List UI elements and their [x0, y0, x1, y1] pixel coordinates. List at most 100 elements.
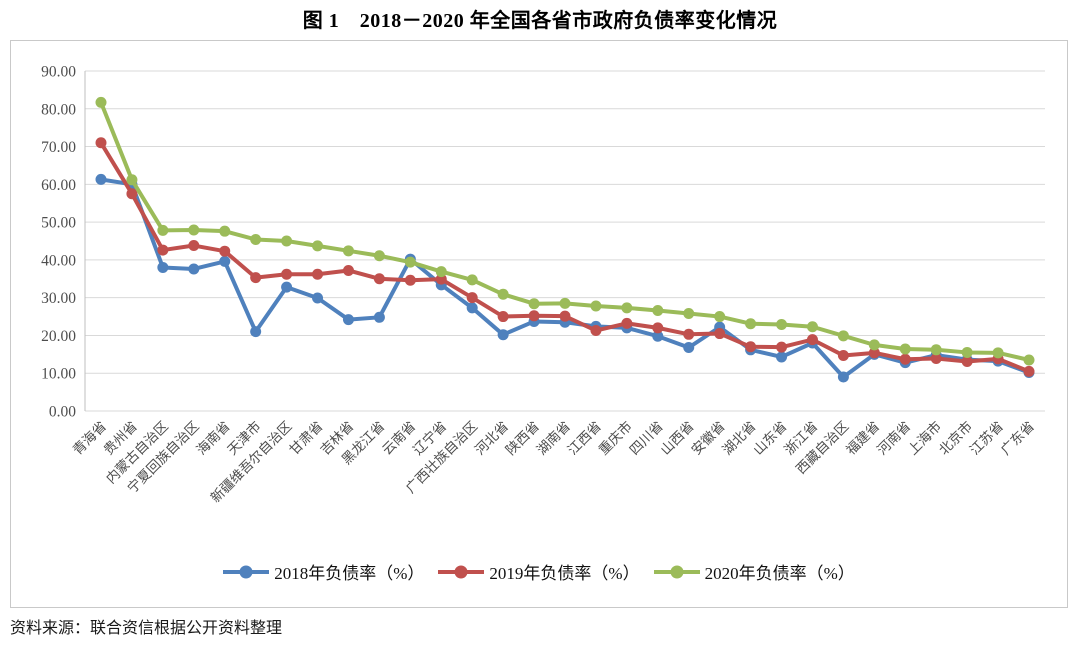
- data-point-marker: [435, 266, 447, 278]
- data-point-marker: [281, 235, 293, 247]
- data-point-marker: [219, 255, 231, 267]
- x-category-label: 江西省: [565, 419, 604, 458]
- data-point-marker: [868, 347, 880, 359]
- data-point-marker: [806, 334, 818, 346]
- data-point-marker: [342, 245, 354, 257]
- x-category-label: 云南省: [379, 419, 418, 458]
- data-point-marker: [312, 240, 324, 252]
- y-tick-label: 10.00: [41, 366, 76, 383]
- data-point-marker: [95, 137, 107, 149]
- data-point-marker: [621, 302, 633, 314]
- chart-title: 图 1 2018－2020 年全国各省市政府负债率变化情况: [302, 10, 778, 32]
- y-tick-label: 60.00: [41, 177, 76, 194]
- data-point-marker: [373, 311, 385, 323]
- data-point-marker: [219, 245, 231, 257]
- data-point-marker: [1023, 354, 1035, 366]
- data-point-marker: [776, 318, 788, 330]
- x-category-label: 四川省: [627, 419, 666, 458]
- legend-item: 2018年负债率（%）: [223, 559, 424, 584]
- x-category-label: 广东省: [998, 419, 1037, 458]
- data-point-marker: [250, 233, 262, 245]
- x-category-label: 山西省: [658, 419, 697, 458]
- data-point-marker: [157, 224, 169, 236]
- data-point-marker: [188, 224, 200, 236]
- y-tick-label: 90.00: [41, 64, 76, 81]
- data-point-marker: [559, 297, 571, 309]
- data-point-marker: [683, 342, 695, 354]
- data-point-marker: [157, 261, 169, 273]
- data-point-marker: [404, 256, 416, 268]
- chart-frame: 0.00 10.00 20.00 30.00 40.00 50.00 60.00 70.00 8…: [10, 40, 1068, 608]
- legend-label: 2019年负债率（%）: [489, 564, 640, 583]
- data-point-marker: [837, 371, 849, 383]
- legend-line-marker-icon: [438, 565, 485, 578]
- data-point-marker: [342, 264, 354, 276]
- data-point-marker: [466, 292, 478, 304]
- data-point-marker: [497, 311, 509, 323]
- data-point-marker: [312, 292, 324, 304]
- data-point-marker: [466, 302, 478, 314]
- data-point-marker: [95, 173, 107, 185]
- data-point-marker: [250, 326, 262, 338]
- legend-item: 2020年负债率（%）: [653, 559, 855, 584]
- data-point-marker: [776, 351, 788, 363]
- data-point-marker: [652, 330, 664, 342]
- series-line: [99, 140, 1031, 374]
- data-point-marker: [528, 310, 540, 322]
- data-point-marker: [95, 96, 107, 108]
- data-point-marker: [188, 263, 200, 275]
- data-point-marker: [281, 281, 293, 293]
- x-category-label: 湖北省: [719, 419, 758, 458]
- data-point-marker: [961, 356, 973, 368]
- data-point-marker: [497, 329, 509, 341]
- data-point-marker: [188, 240, 200, 252]
- data-point-marker: [961, 346, 973, 358]
- data-point-marker: [157, 244, 169, 256]
- data-point-marker: [621, 317, 633, 329]
- legend-item: 2019年负债率（%）: [438, 559, 640, 584]
- legend-line-marker-icon: [653, 565, 700, 578]
- data-point-marker: [590, 300, 602, 312]
- data-point-marker: [837, 349, 849, 361]
- x-category-label: 山东省: [750, 419, 789, 458]
- data-point-marker: [652, 322, 664, 334]
- data-point-marker: [435, 273, 447, 285]
- y-tick-label: 30.00: [41, 290, 76, 307]
- data-point-marker: [219, 225, 231, 237]
- data-point-marker: [899, 353, 911, 365]
- y-tick-label: 20.00: [41, 328, 76, 345]
- data-point-marker: [714, 328, 726, 340]
- x-category-label: 河南省: [874, 419, 913, 458]
- x-category-label: 上海市: [904, 418, 944, 458]
- data-point-marker: [714, 311, 726, 323]
- x-category-label: 陕西省: [503, 419, 542, 458]
- x-category-label: 湖南省: [534, 419, 573, 458]
- data-point-marker: [590, 325, 602, 337]
- legend-label: 2018年负债率（%）: [274, 564, 425, 583]
- x-category-label: 河北省: [472, 419, 511, 458]
- data-point-marker: [868, 339, 880, 351]
- data-point-marker: [930, 352, 942, 364]
- y-tick-label: 50.00: [41, 215, 76, 232]
- data-point-marker: [466, 274, 478, 286]
- data-point-marker: [250, 272, 262, 284]
- y-tick-label: 80.00: [41, 101, 76, 118]
- source-note: 资料来源：联合资信根据公开资料整理: [10, 620, 283, 637]
- data-point-marker: [930, 344, 942, 356]
- x-category-label: 甘肃省: [286, 419, 325, 458]
- data-point-marker: [683, 308, 695, 320]
- data-point-marker: [342, 314, 354, 326]
- x-category-label: 福建省: [843, 419, 882, 458]
- legend-label: 2020年负债率（%）: [704, 564, 855, 583]
- data-point-marker: [528, 298, 540, 310]
- data-point-marker: [683, 328, 695, 340]
- data-point-marker: [1023, 365, 1035, 377]
- data-point-marker: [281, 268, 293, 280]
- data-point-marker: [404, 274, 416, 286]
- y-tick-label: 70.00: [41, 139, 76, 156]
- x-category-label: 江苏省: [967, 419, 1006, 458]
- data-point-marker: [776, 341, 788, 353]
- data-point-marker: [126, 188, 138, 200]
- data-point-marker: [497, 288, 509, 300]
- data-point-marker: [559, 310, 571, 322]
